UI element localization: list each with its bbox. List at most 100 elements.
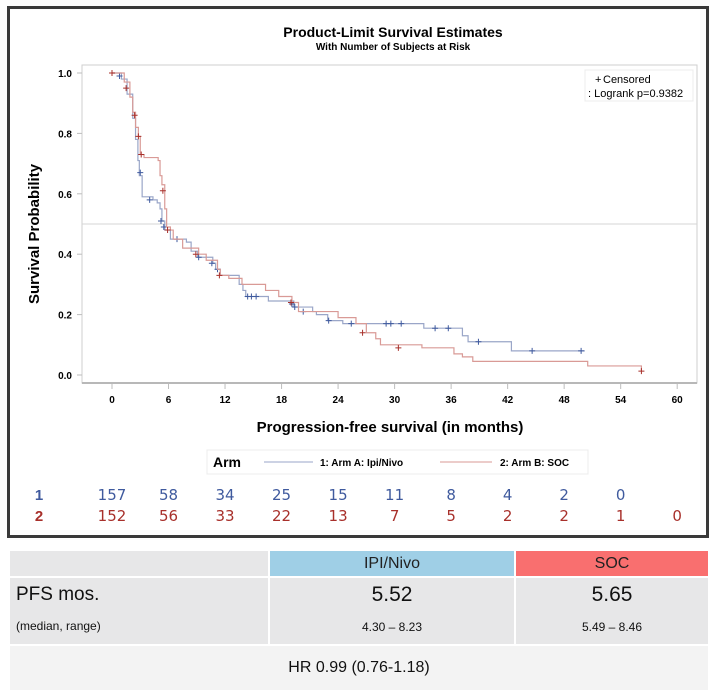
arm-a-range: 4.30 – 8.23	[361, 620, 423, 634]
y-tick-label: 0.4	[58, 250, 72, 261]
censored-mark	[398, 320, 405, 327]
at-risk-count: 34	[215, 486, 234, 504]
at-risk-count: 22	[272, 507, 291, 525]
x-tick-label: 18	[276, 395, 288, 406]
censored-marker-icon: +	[595, 74, 601, 86]
table-row-hazard-ratio: HR 0.99 (0.76-1.18)	[10, 646, 708, 690]
censored-mark	[638, 368, 645, 375]
y-tick-label: 0.0	[58, 371, 72, 382]
legend-title: Arm	[213, 454, 241, 470]
censored-mark	[287, 299, 294, 306]
censored-mark	[137, 169, 144, 176]
at-risk-count: 0	[616, 486, 626, 504]
x-tick-label: 0	[109, 395, 115, 406]
x-tick-label: 30	[389, 395, 401, 406]
censored-mark	[159, 187, 166, 194]
arm-b-pfs-cell: 5.65 5.49 – 8.46	[516, 578, 708, 644]
arm-a-median: 5.52	[371, 583, 413, 606]
survival-curve-arm-a	[112, 72, 585, 352]
censored-mark	[325, 317, 332, 324]
at-risk-count: 7	[390, 507, 400, 525]
censored-mark	[146, 196, 153, 203]
censored-mark	[160, 224, 167, 231]
censored-mark	[348, 320, 355, 327]
arm-b-median: 5.65	[591, 583, 633, 606]
censored-mark	[164, 227, 171, 234]
x-tick-label: 54	[615, 395, 627, 406]
arm-a-pfs-cell: 5.52 4.30 – 8.23	[270, 578, 514, 644]
x-tick-label: 24	[333, 395, 345, 406]
logrank-label: : Logrank p=0.9382	[588, 88, 683, 100]
at-risk-count: 1	[616, 507, 626, 525]
hazard-ratio: HR 0.99 (0.76-1.18)	[10, 646, 708, 690]
censored-mark	[195, 254, 202, 261]
pfs-label-sub: (median, range)	[16, 619, 101, 633]
censored-mark	[475, 338, 482, 345]
header-blank-cell	[10, 551, 268, 576]
at-risk-table: 1 157 58 34 25 15 11 8 4 2 02 152 56 33 22 13 7 5 2 2 1 0	[35, 486, 682, 525]
survival-curves	[109, 70, 645, 375]
at-risk-count: 152	[98, 507, 127, 525]
censored-mark	[131, 112, 138, 119]
censored-mark	[253, 293, 260, 300]
at-risk-count: 58	[159, 486, 178, 504]
at-risk-count: 56	[159, 507, 178, 525]
legend-item-arm-a: 1: Arm A: Ipi/Nivo	[320, 458, 403, 469]
table-row-pfs: PFS mos. (median, range) 5.52 4.30 – 8.2…	[10, 578, 708, 644]
at-risk-count: 33	[215, 507, 234, 525]
censored-mark	[109, 70, 115, 76]
inset-box: + Censored : Logrank p=0.9382	[584, 69, 694, 102]
y-tick-label: 0.6	[58, 190, 72, 201]
y-tick-label: 0.8	[58, 129, 72, 140]
censored-mark	[387, 320, 394, 327]
inset-background	[584, 69, 694, 102]
censored-mark	[216, 272, 223, 279]
at-risk-count: 2	[559, 507, 569, 525]
censored-mark	[432, 325, 439, 332]
at-risk-count: 11	[385, 486, 404, 504]
header-arm-b: SOC	[516, 551, 708, 576]
y-tick-label: 1.0	[58, 69, 72, 80]
legend: Arm 1: Arm A: Ipi/Nivo 2: Arm B: SOC	[206, 449, 589, 475]
y-axis: 0.0 0.2 0.4 0.6 0.8 1.0	[58, 69, 82, 382]
censored-mark	[123, 85, 130, 92]
pfs-label-main: PFS mos.	[16, 584, 100, 605]
x-tick-label: 48	[559, 395, 571, 406]
censored-mark	[578, 347, 585, 354]
censored-mark	[291, 304, 298, 311]
at-risk-count: 2	[503, 507, 513, 525]
at-risk-count: 0	[672, 507, 682, 525]
y-tick-label: 0.2	[58, 311, 72, 322]
at-risk-count: 13	[329, 507, 348, 525]
y-axis-label: Survival Probability	[26, 163, 43, 304]
x-tick-label: 60	[672, 395, 684, 406]
at-risk-count: 4	[503, 486, 513, 504]
arm-b-range: 5.49 – 8.46	[581, 620, 643, 634]
at-risk-count: 2	[559, 486, 569, 504]
chart-subtitle: With Number of Subjects at Risk	[316, 42, 471, 53]
chart-frame: Product-Limit Survival Estimates With Nu…	[7, 6, 709, 538]
censored-mark	[395, 344, 402, 351]
censored-mark	[529, 347, 536, 354]
x-tick-label: 12	[219, 395, 231, 406]
censored-mark	[445, 325, 452, 332]
x-tick-label: 6	[166, 395, 172, 406]
x-tick-label: 36	[446, 395, 458, 406]
censored-mark	[138, 151, 145, 158]
at-risk-row-label: 2	[35, 508, 43, 525]
censored-mark	[157, 217, 164, 224]
censored-mark	[208, 260, 215, 267]
at-risk-count: 5	[446, 507, 456, 525]
pfs-row-label: PFS mos. (median, range)	[10, 578, 268, 644]
pfs-summary-table: IPI/Nivo SOC PFS mos. (median, range) 5.…	[8, 549, 710, 692]
censored-mark	[135, 133, 142, 140]
at-risk-count: 157	[98, 486, 127, 504]
censored-label: Censored	[603, 74, 651, 86]
km-chart: Product-Limit Survival Estimates With Nu…	[26, 24, 698, 525]
at-risk-count: 8	[446, 486, 456, 504]
censored-mark	[116, 73, 123, 80]
table-header-row: IPI/Nivo SOC	[10, 551, 708, 576]
header-arm-a: IPI/Nivo	[270, 551, 514, 576]
at-risk-row-label: 1	[35, 487, 43, 504]
x-tick-label: 42	[502, 395, 514, 406]
